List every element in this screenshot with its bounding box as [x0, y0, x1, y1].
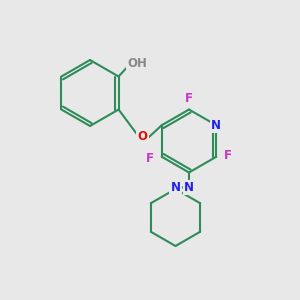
Text: O: O: [137, 130, 148, 143]
Text: F: F: [184, 92, 192, 105]
Text: OH: OH: [128, 57, 147, 70]
Text: N: N: [184, 181, 194, 194]
Text: N: N: [170, 181, 181, 194]
Text: N: N: [211, 119, 221, 132]
Text: F: F: [146, 152, 154, 165]
Text: F: F: [224, 149, 232, 162]
